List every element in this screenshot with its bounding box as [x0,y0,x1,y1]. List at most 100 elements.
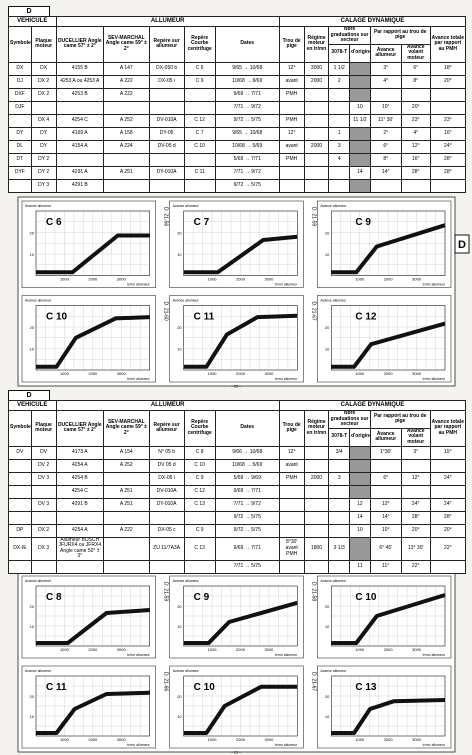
panel-label: C 11 [46,682,67,693]
table-cell: A 222 [103,523,150,538]
column-header: Régime moteur en tr/mn [303,26,330,63]
table-cell: DY-010A [148,165,185,180]
table-cell [328,497,351,512]
table-cell [400,458,431,473]
table-cell [103,536,150,561]
plot-frame [35,210,150,276]
group-header: ALLUMEUR [55,16,280,27]
table-cell [429,100,467,115]
table-cell: DX-050 b [148,61,185,76]
table-cell [303,152,330,167]
x-tick-label: 2000 [384,277,394,282]
plot-frame [331,305,446,371]
y-tick-label: 20 [30,325,35,330]
x-tick-label: 1000 [60,277,70,282]
table-cell: A 251 [103,497,150,512]
table-cell [8,471,32,486]
table-cell [369,484,402,499]
table-cell: 3° [400,445,431,460]
table-cell [328,87,351,102]
subcolumn-header: d'origine [349,427,371,447]
table-cell: 18° [429,61,467,76]
table-cell: 6° [369,139,402,154]
x-tick-label: 3000 [264,647,274,652]
x-axis-title: tr/mn allumeur [127,283,150,287]
panel [21,295,156,383]
x-tick-label: 3000 [264,737,274,742]
table-cell: 2000 [303,74,330,89]
table-cell: PMH [278,471,305,486]
table-cell: 9/72 → 5/75 [214,523,280,538]
table-cell [183,100,216,115]
panel-label: C 9 [355,217,371,228]
table-cell: DX 2 [30,87,57,102]
table-cell: DX-IE [8,536,32,561]
data-table: VEHICULE ALLUMEUR CALAGE DYNAMIQUE Symbole P… [8,16,467,193]
x-tick-label: 2000 [384,647,394,652]
table-tab: D [8,390,50,401]
x-tick-label: 1000 [355,737,365,742]
table-cell [278,523,305,538]
table-cell: DX-05 i [148,74,185,89]
table-cell: 4253 B [55,87,105,102]
table-cell: C 9 [183,471,216,486]
group-header: CALAGE DYNAMIQUE [278,16,467,27]
side-label: D. 21-66 [163,672,169,691]
table-cell: DYF [8,165,32,180]
table-cell: 12° [369,497,402,512]
table-cell [429,484,467,499]
plot-frame [331,675,446,737]
table-cell: 28° [429,165,467,180]
table-cell: DV 3 [30,471,57,486]
x-axis-title: tr/mn allumeur [275,283,298,287]
column-header: Avance totale par rapport au PMH [429,410,467,447]
side-tab [454,234,470,254]
table-cell [303,178,330,193]
column-header: DUCELLIER Angle came 57° ± 2° [55,26,105,63]
table-cell: DY 2 [30,165,57,180]
x-tick-label: 1000 [208,277,218,282]
table-cell: A 252 [103,113,150,128]
table-cell: DV-05 d [148,139,185,154]
footer: - 59 - [231,384,241,389]
panel-label: C 10 [194,682,216,693]
table-cell: DJF [8,100,32,115]
table-cell: A 224 [103,139,150,154]
column-row: Symbole Plaque moteur DUCELLIER Angle came… [8,410,467,447]
column-header: Repère sur allumeur [148,26,185,63]
table-cell [8,178,32,193]
x-axis-title: tr/mn allumeur [423,283,446,287]
column-header: Plaque moteur [30,26,57,63]
table-cell [349,178,371,193]
y-tick-label: 20 [177,694,182,699]
table-cell: 9/69 → 7/71 [214,87,280,102]
table-cell: 8° [400,74,431,89]
footer: - 61 - [231,750,241,755]
table-cell: 14° [369,165,402,180]
table-cell: 12° [278,126,305,141]
table-cell: 8°30' avant PMH [278,536,305,561]
table-cell: 14 [349,165,371,180]
table-cell: C 9 [183,74,216,89]
table-cell [278,484,305,499]
table-cell [303,510,330,525]
table-cell: 3 1/3 [328,536,351,561]
table-cell: PMH [278,152,305,167]
table-cell: N° 05 b [148,445,185,460]
y-tick-label: 20 [325,231,330,236]
y-tick-label: 20 [30,231,35,236]
advance-curve [331,698,446,735]
table-cell [369,458,402,473]
table-cell: 4291 B [55,178,105,193]
plot-frame [183,675,298,737]
table-cell: C 13 [183,497,216,512]
table-cell [328,458,351,473]
advance-curve [331,223,446,275]
table-cell: 12° [278,445,305,460]
table-cell: C 8 [183,445,216,460]
panel-label: C 13 [355,682,377,693]
table-cell: 23° [429,113,467,128]
table-cell [328,165,351,180]
